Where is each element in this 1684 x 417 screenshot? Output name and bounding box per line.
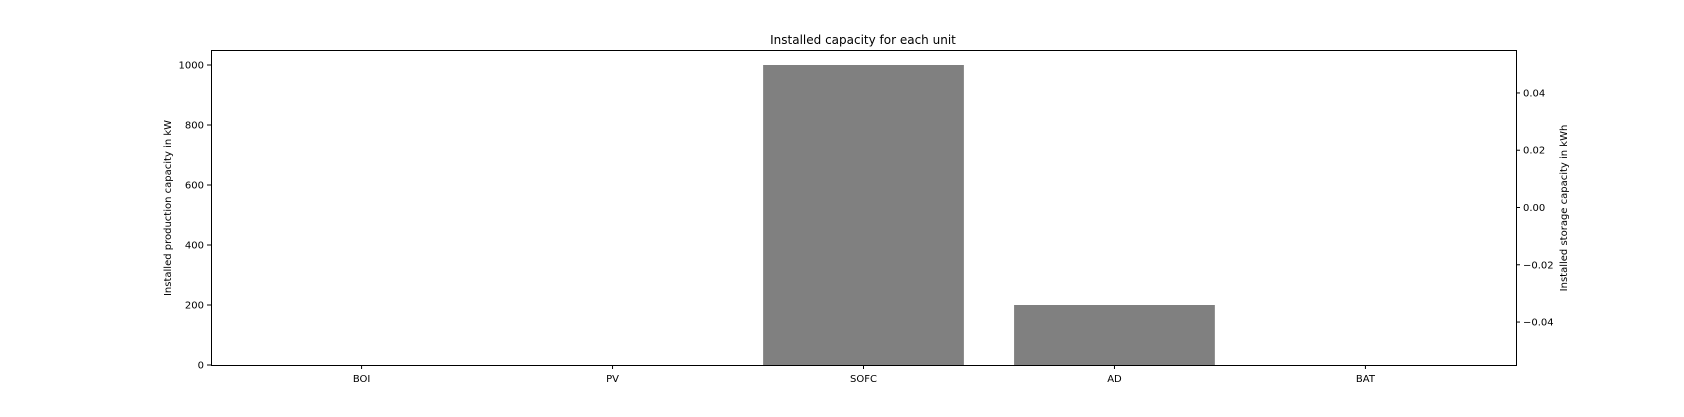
x-tick-label: AD [1107,374,1122,385]
y2-tick-label: −0.04 [1523,318,1554,329]
y-axis-right: −0.04 −0.02 0.00 0.02 0.04 [1516,88,1554,329]
y2-tick-label: 0.02 [1523,146,1545,157]
y-axis-left: 0 200 400 600 800 1000 [179,61,211,372]
x-tick-label: SOFC [850,374,877,385]
x-tick-label: BOI [353,374,371,385]
y-tick-label: 600 [185,181,204,192]
bars-group [763,65,1215,365]
y-tick-label: 0 [198,361,204,372]
bar-sofc [763,65,964,365]
y-tick-label: 1000 [179,61,204,72]
chart-title: Installed capacity for each unit [770,33,956,47]
y-tick-label: 200 [185,301,204,312]
y-axis-label-left: Installed production capacity in kW [163,120,174,296]
y-tick-label: 400 [185,241,204,252]
y2-tick-label: 0.04 [1523,88,1545,99]
x-axis: BOI PV SOFC AD BAT [353,365,1376,385]
y2-tick-label: 0.00 [1523,203,1545,214]
plot-frame [211,50,1517,366]
y-axis-label-right: Installed storage capacity in kWh [1559,125,1570,292]
y-tick-label: 800 [185,121,204,132]
x-tick-label: PV [606,374,619,385]
bar-ad [1014,305,1215,365]
x-tick-label: BAT [1356,374,1376,385]
y2-tick-label: −0.02 [1523,260,1554,271]
